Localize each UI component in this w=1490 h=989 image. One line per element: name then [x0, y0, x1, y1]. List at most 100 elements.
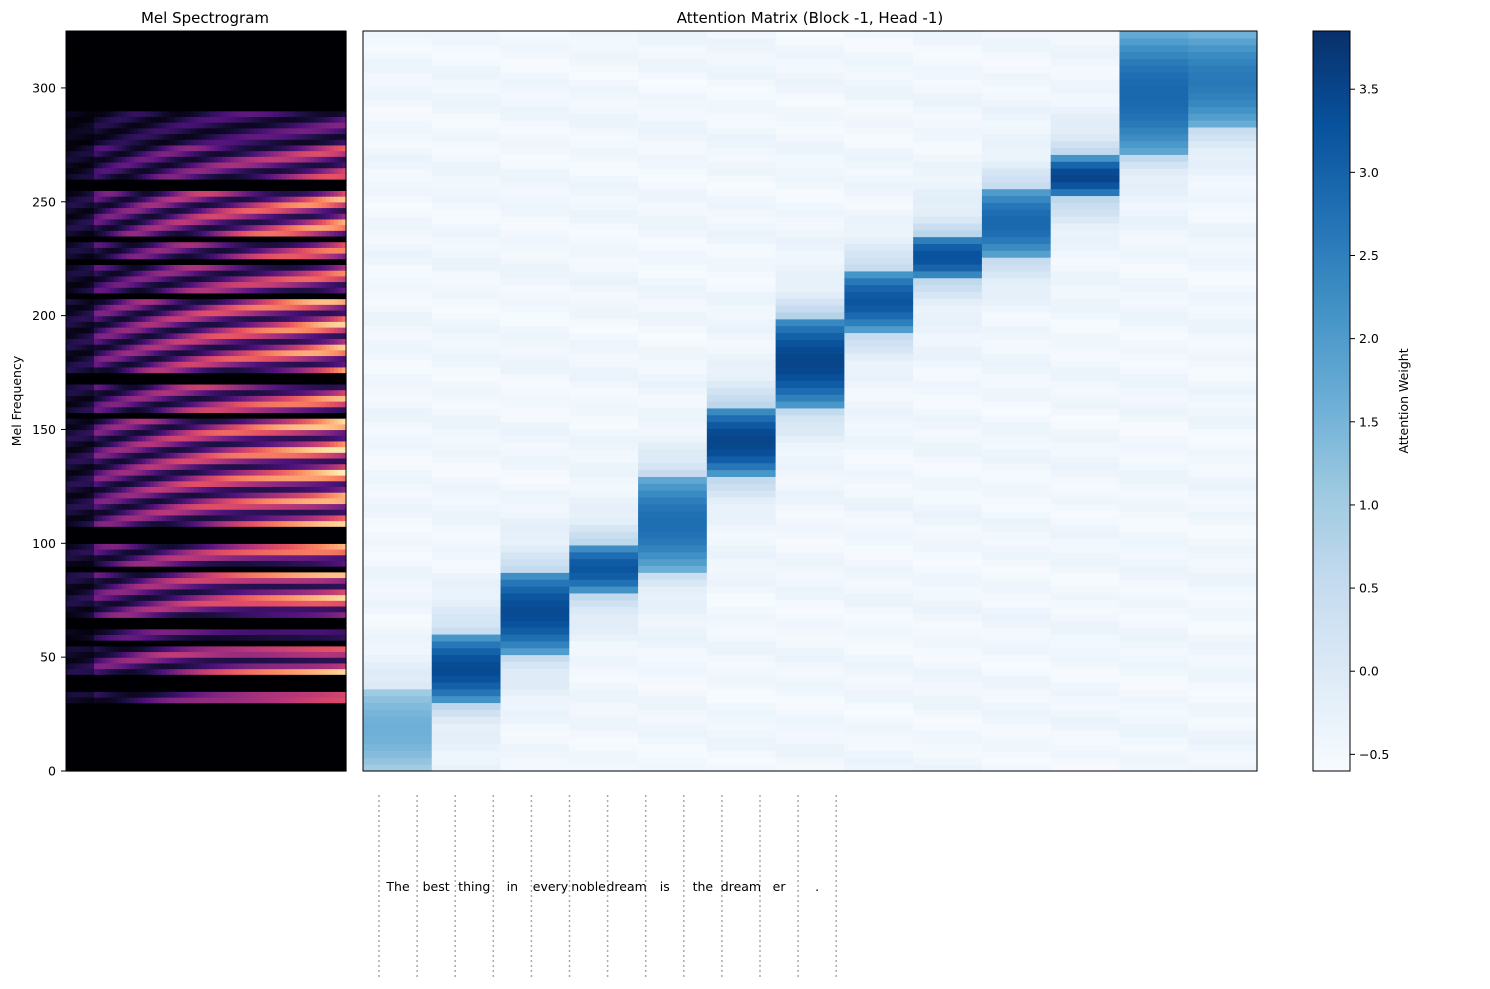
mel-cell [170, 440, 175, 448]
mel-cell [230, 668, 235, 675]
mel-cell [142, 514, 147, 522]
mel-cell [326, 457, 331, 465]
mel-cell [250, 446, 255, 453]
mel-cell [90, 423, 95, 431]
mel-cell [206, 679, 211, 687]
mel-cell [154, 554, 159, 561]
mel-cell [130, 685, 135, 692]
mel-cell [266, 714, 271, 721]
mel-cell [154, 401, 159, 408]
mel-cell [290, 372, 295, 379]
mel-cell [170, 725, 175, 732]
mel-cell [298, 725, 303, 732]
mel-cell [222, 765, 227, 772]
mel-cell [150, 549, 155, 556]
mel-cell [126, 628, 131, 635]
mel-cell [274, 765, 279, 772]
mel-cell [142, 742, 147, 749]
mel-cell [122, 731, 127, 738]
mel-cell [306, 423, 311, 431]
mel-cell [150, 531, 155, 539]
mel-cell [82, 361, 87, 368]
mel-cell [66, 662, 71, 670]
mel-cell [218, 423, 223, 431]
mel-cell [142, 401, 147, 408]
mel-cell [246, 412, 251, 419]
mel-cell [110, 611, 115, 618]
mel-cell [206, 719, 211, 727]
mel-cell [150, 611, 155, 618]
mel-cell [102, 554, 107, 561]
mel-cell [322, 753, 327, 761]
mel-cell [110, 549, 115, 556]
mel-cell [190, 435, 195, 442]
mel-cell [286, 571, 291, 579]
mel-cell [194, 611, 199, 618]
mel-cell [222, 651, 227, 658]
mel-cell [234, 628, 239, 635]
mel-cell [282, 378, 287, 385]
mel-cell [218, 736, 223, 744]
mel-cell [238, 640, 243, 647]
mel-cell [270, 742, 275, 749]
mel-cell [238, 395, 243, 402]
mel-cell [210, 452, 215, 459]
mel-cell [246, 514, 251, 522]
mel-cell [262, 577, 267, 584]
mel-cell [122, 600, 127, 607]
mel-cell [334, 668, 339, 675]
mel-cell [318, 457, 323, 465]
mel-cell [238, 435, 243, 442]
mel-cell [70, 383, 75, 391]
mel-cell [294, 605, 299, 613]
mel-cell [190, 742, 195, 749]
mel-cell [182, 662, 187, 670]
mel-cell [170, 714, 175, 721]
mel-cell [98, 657, 103, 664]
mel-cell [82, 406, 87, 413]
mel-cell [110, 697, 115, 704]
mel-cell [150, 560, 155, 567]
mel-cell [178, 480, 183, 487]
mel-cell [270, 514, 275, 522]
mel-cell [86, 623, 91, 630]
mel-cell [194, 401, 199, 408]
mel-cell [114, 492, 119, 499]
mel-cell [198, 446, 203, 453]
mel-cell [254, 429, 259, 436]
mel-cell [82, 475, 87, 482]
mel-cell [166, 412, 171, 419]
mel-cell [266, 463, 271, 470]
mel-cell [246, 583, 251, 590]
mel-cell [122, 674, 127, 681]
mel-cell [142, 600, 147, 607]
mel-cell [238, 401, 243, 408]
mel-cell [166, 759, 171, 766]
mel-cell [250, 657, 255, 664]
mel-cell [114, 657, 119, 664]
mel-cell [110, 418, 115, 425]
mel-cell [130, 566, 135, 573]
mel-cell [126, 566, 131, 573]
mel-cell [134, 640, 139, 647]
mel-cell [222, 697, 227, 704]
mel-cell [298, 486, 303, 493]
mel-cell [238, 452, 243, 459]
mel-cell [322, 372, 327, 379]
mel-cell [210, 418, 215, 425]
mel-cell [194, 378, 199, 385]
mel-cell [86, 702, 91, 709]
mel-cell [282, 668, 287, 675]
mel-cell [170, 640, 175, 647]
mel-cell [298, 708, 303, 715]
mel-cell [142, 623, 147, 630]
mel-cell [190, 583, 195, 590]
mel-cell [330, 748, 335, 755]
mel-cell [94, 446, 99, 453]
mel-cell [250, 509, 255, 516]
mel-cell [266, 662, 271, 670]
mel-cell [274, 520, 279, 527]
mel-cell [106, 452, 111, 459]
mel-cell [142, 452, 147, 459]
mel-cell [170, 372, 175, 379]
